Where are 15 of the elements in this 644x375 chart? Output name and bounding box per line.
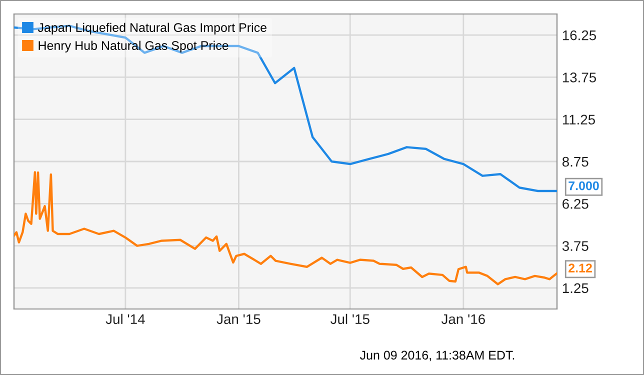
y-tick-label: 6.25 — [562, 198, 588, 209]
y-tick-label: 11.25 — [562, 114, 596, 125]
x-tick-label: Jul '15 — [330, 314, 370, 324]
line-series — [14, 171, 557, 286]
x-tick-label: Jan '16 — [441, 314, 485, 324]
y-tick-label: 16.25 — [562, 30, 596, 40]
y-tick-label: 13.75 — [562, 72, 596, 82]
data-label: 2.12 — [568, 264, 592, 272]
y-tick-label: 8.75 — [562, 156, 588, 167]
text: Jun 09 2016, 11:38AM EDT. — [360, 350, 514, 362]
x-tick-label: Jan '15 — [216, 314, 260, 324]
x-tick-label: Jul '14 — [106, 314, 145, 324]
y-tick-label: 1.25 — [562, 283, 588, 294]
y-tick-label: 3.75 — [562, 241, 588, 251]
data-label: 7.000 — [568, 181, 599, 190]
